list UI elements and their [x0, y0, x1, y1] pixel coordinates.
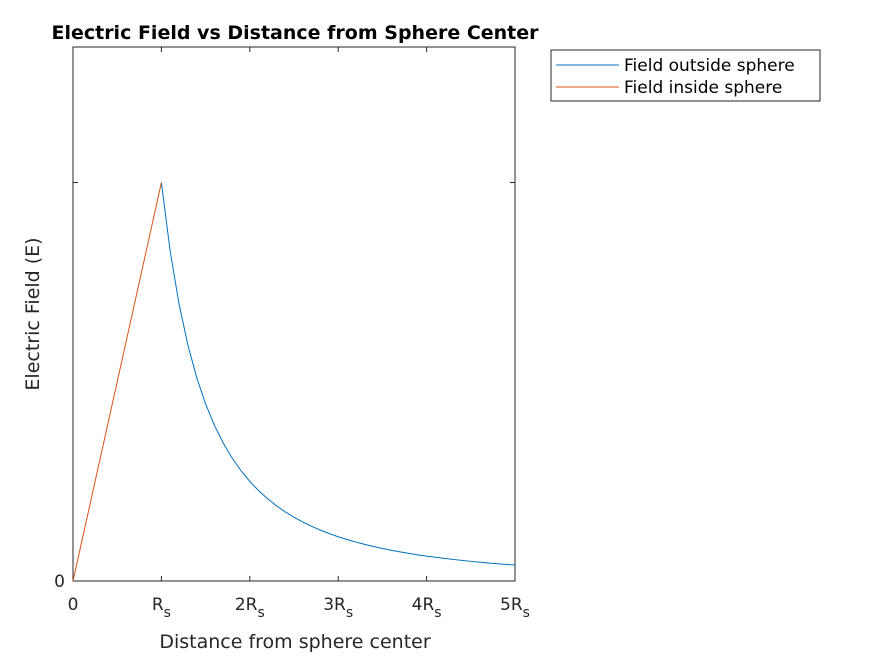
- series-line-0: [160, 182, 516, 566]
- series-line-1: [72, 182, 162, 582]
- legend-label-inside: Field inside sphere: [624, 78, 782, 98]
- legend-box: [550, 49, 821, 102]
- legend-label-outside: Field outside sphere: [624, 56, 795, 76]
- x-tick-label: 0: [68, 595, 79, 615]
- y-tick-label: 0: [54, 572, 65, 592]
- x-tick-label: 2Rs: [235, 595, 265, 621]
- x-tick-label: Rs: [152, 595, 171, 621]
- x-tick-label: 4Rs: [412, 595, 442, 621]
- legend[interactable]: Field outside sphere Field inside sphere: [550, 49, 821, 102]
- chart-title: Electric Field vs Distance from Sphere C…: [51, 22, 539, 44]
- x-tick-label: 3Rs: [323, 595, 353, 621]
- x-axis-label: Distance from sphere center: [159, 631, 431, 653]
- x-tick-label: 5Rs: [500, 595, 530, 621]
- plot-area: [72, 46, 516, 582]
- y-axis-label: Electric Field (E): [22, 237, 44, 390]
